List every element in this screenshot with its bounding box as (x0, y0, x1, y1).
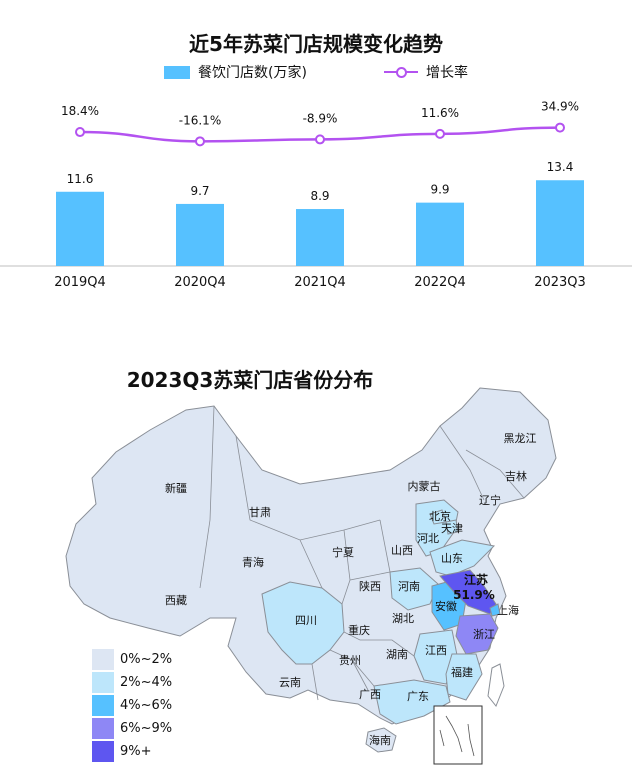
region-henan (389, 567, 439, 611)
line-point[interactable] (195, 136, 205, 147)
x-tick-label: 2020Q4 (174, 275, 226, 290)
x-tick-label: 2019Q4 (54, 275, 106, 290)
map-region-label: 辽宁 (479, 493, 501, 507)
map-region-label: 吉林 (505, 469, 527, 483)
map-region-label: 内蒙古 (408, 479, 441, 493)
bar-value-label: 13.4 (547, 160, 574, 174)
region-zhejiang (455, 613, 499, 655)
line-value-label: -16.1% (179, 113, 221, 127)
x-tick-label: 2021Q4 (294, 275, 346, 290)
bar[interactable] (536, 180, 584, 266)
bar[interactable] (176, 203, 224, 266)
region-shanghai (489, 603, 501, 617)
map-legend-item[interactable]: 6%~9% (92, 717, 172, 740)
region-fujian (445, 653, 483, 701)
bar-line-chart: 11.6 2019Q4 9.7 2020Q4 8.9 2021Q4 9.9 2022Q4 13.… (0, 100, 632, 290)
region-beijing (429, 509, 447, 525)
inset-islands (439, 715, 475, 757)
map-legend-item[interactable]: 9%+ (92, 740, 172, 763)
hainan-island (365, 727, 397, 753)
map-region-label: 黑龙江 (504, 432, 537, 445)
bar[interactable] (416, 202, 464, 266)
bar-value-label: 9.7 (190, 184, 209, 198)
map-region-label: 云南 (279, 676, 301, 689)
map-region-label: 广东 (407, 690, 429, 703)
legend-swatch-icon (92, 718, 114, 739)
map-region-label: 河北 (417, 532, 439, 545)
map-region-label: 河南 (398, 580, 420, 593)
region-tianjin (445, 519, 459, 535)
line-point[interactable] (315, 134, 325, 145)
map-region-label: 宁夏 (332, 545, 354, 559)
x-tick-label: 2022Q4 (414, 275, 466, 290)
legend-swatch-icon (92, 649, 114, 670)
map-region-label: 山东 (441, 552, 463, 565)
taiwan-island (487, 663, 505, 707)
map-legend: 0%~2% 2%~4% 4%~6% 6%~9% 9%+ (92, 648, 172, 763)
legend-label-line: 增长率 (426, 65, 468, 81)
line-marker-icon (384, 66, 418, 78)
map-region-label: 湖南 (386, 648, 408, 661)
map-legend-item[interactable]: 4%~6% (92, 694, 172, 717)
region-hebei (415, 499, 459, 557)
bar[interactable] (56, 191, 104, 266)
line-value-label: 18.4% (61, 104, 99, 118)
map-region-label: 上海 (497, 603, 519, 617)
map-region-label: 山西 (391, 544, 413, 557)
legend-swatch-icon (92, 695, 114, 716)
map-region-label: 安徽 (435, 599, 457, 613)
map-region-label: 江西 (425, 644, 447, 657)
map-legend-label: 0%~2% (120, 652, 173, 667)
map-legend-label: 9%+ (120, 744, 152, 759)
province-borders (199, 405, 525, 701)
legend-swatch-icon (92, 741, 114, 762)
map-legend-item[interactable]: 0%~2% (92, 648, 172, 671)
bar[interactable] (296, 209, 344, 266)
map-region-label: 湖北 (392, 612, 414, 625)
x-tick-label: 2023Q3 (534, 275, 586, 290)
map-region-label: 海南 (369, 733, 391, 747)
legend-swatch-icon (92, 672, 114, 693)
map-region-label: 新疆 (165, 481, 187, 495)
line-value-label: 34.9% (541, 100, 579, 114)
line-value-label: -8.9% (303, 111, 338, 125)
map-legend-label: 4%~6% (120, 698, 173, 713)
map-region-label: 陕西 (359, 579, 381, 593)
chart-legend: 餐饮门店数(万家) 增长率 (0, 62, 632, 82)
map-region-label: 重庆 (348, 623, 370, 637)
map-region-label: 天津 (441, 522, 463, 535)
map-region-label: 青海 (242, 555, 264, 569)
map-region-label: 西藏 (165, 594, 187, 607)
south-china-sea-inset (433, 705, 483, 765)
legend-item-line[interactable]: 增长率 (384, 62, 468, 82)
line-point[interactable] (75, 127, 85, 138)
map-region-label: 贵州 (339, 654, 361, 667)
map-legend-item[interactable]: 2%~4% (92, 671, 172, 694)
map-region-label: 广西 (359, 688, 381, 701)
chart-title: 近5年苏菜门店规模变化趋势 (189, 32, 443, 56)
map-region-value: 51.9% (453, 588, 495, 602)
map-region-label: 甘肃 (249, 506, 271, 519)
legend-item-bars[interactable]: 餐饮门店数(万家) (164, 62, 307, 82)
line-point[interactable] (555, 122, 565, 133)
map-region-label: 四川 (295, 614, 317, 627)
region-shandong (429, 539, 496, 577)
map-title: 2023Q3苏菜门店省份分布 (126, 368, 374, 392)
legend-label-bars: 餐饮门店数(万家) (198, 65, 307, 81)
map-region-label: 北京 (429, 509, 451, 523)
map-legend-label: 6%~9% (120, 721, 173, 736)
map-region-label: 江苏 (464, 572, 488, 587)
line-point[interactable] (435, 128, 445, 139)
bar-value-label: 11.6 (67, 172, 94, 186)
map-region-label: 浙江 (473, 628, 495, 641)
map-region-label: 福建 (451, 665, 473, 679)
bar-value-label: 9.9 (430, 183, 449, 197)
line-value-label: 11.6% (421, 106, 459, 120)
bar-swatch-icon (164, 65, 190, 79)
map-legend-label: 2%~4% (120, 675, 173, 690)
bar-value-label: 8.9 (310, 189, 329, 203)
